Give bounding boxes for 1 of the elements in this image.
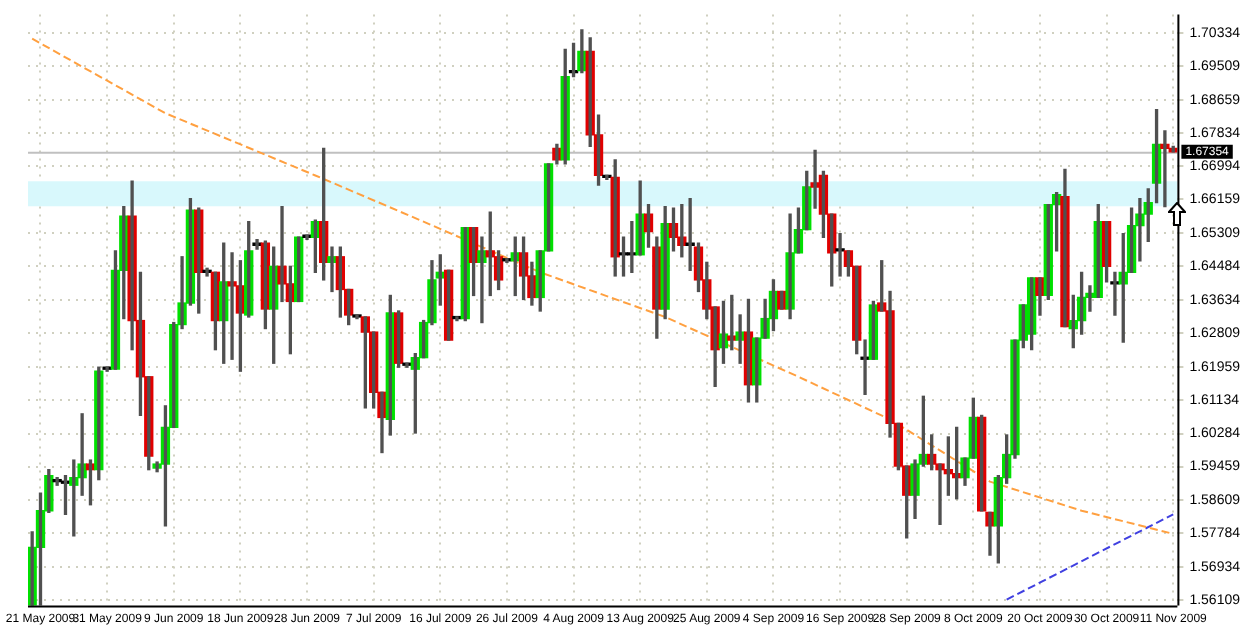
line-series — [31, 37, 1175, 535]
